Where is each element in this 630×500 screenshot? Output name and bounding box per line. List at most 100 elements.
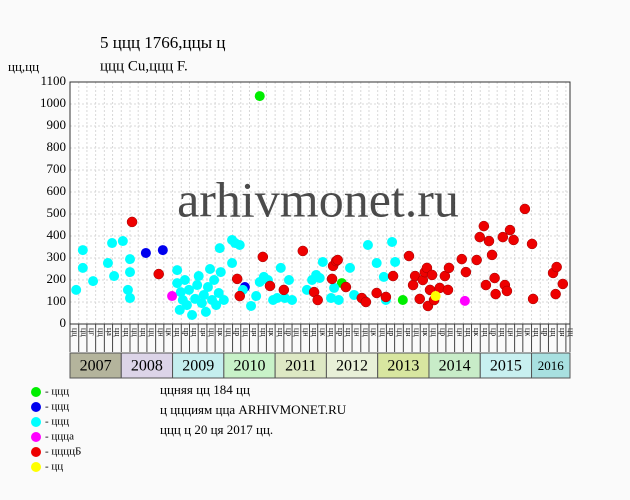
year-band bbox=[531, 352, 571, 379]
year-label: 2007 bbox=[80, 358, 112, 375]
y-tick-label: 100 bbox=[47, 293, 67, 308]
data-point bbox=[213, 287, 224, 298]
data-point bbox=[550, 288, 561, 300]
data-point bbox=[362, 240, 373, 251]
note: ц ццциям цца ARHIVMONET.RU bbox=[160, 402, 347, 417]
data-point bbox=[215, 267, 226, 278]
data-point bbox=[209, 275, 220, 285]
data-point bbox=[251, 291, 262, 302]
data-point bbox=[125, 254, 135, 265]
x-tick-label: цн bbox=[507, 328, 516, 337]
year-band bbox=[120, 352, 174, 379]
x-tick-label: цр bbox=[387, 328, 396, 336]
x-tick-label: цк bbox=[216, 328, 225, 336]
y-tick-label: 700 bbox=[47, 161, 67, 176]
data-point bbox=[340, 281, 352, 293]
x-tick-label: цц bbox=[113, 328, 122, 337]
x-tick-label: цц bbox=[413, 328, 422, 337]
x-tick-label: цг bbox=[88, 328, 97, 336]
x-tick-label: цц bbox=[378, 328, 387, 337]
year-label: 2010 bbox=[233, 358, 265, 375]
data-point bbox=[126, 216, 138, 228]
x-tick-label: цц bbox=[515, 328, 524, 337]
data-point bbox=[508, 234, 519, 246]
data-point bbox=[390, 256, 401, 267]
data-point bbox=[88, 276, 99, 287]
x-tick-label: цц bbox=[464, 328, 473, 337]
data-point bbox=[125, 267, 135, 278]
data-point bbox=[387, 236, 398, 247]
y-tick-label: 300 bbox=[47, 249, 67, 264]
x-tick-label: цк bbox=[318, 328, 327, 336]
data-point bbox=[442, 284, 454, 296]
y-tick-label: 1000 bbox=[40, 95, 66, 110]
legend-label: - цццa bbox=[45, 431, 74, 443]
year-label: 2008 bbox=[131, 358, 163, 375]
x-tick-label: цр bbox=[233, 328, 242, 336]
data-point bbox=[371, 258, 382, 269]
data-point bbox=[403, 250, 415, 262]
data-point bbox=[527, 293, 539, 305]
x-tick-label: цц bbox=[567, 328, 576, 337]
y-tick-label: 0 bbox=[60, 315, 67, 330]
data-point bbox=[211, 300, 222, 311]
data-point bbox=[471, 254, 482, 266]
data-point bbox=[474, 231, 485, 243]
x-tick-label: цк bbox=[267, 328, 276, 336]
legend-marker bbox=[31, 462, 41, 472]
data-point bbox=[172, 265, 183, 276]
x-tick-label: цр bbox=[182, 328, 191, 336]
year-band bbox=[479, 352, 533, 379]
note: ццц ц 20 ця 2017 цц. bbox=[160, 422, 273, 437]
x-tick-label: цн bbox=[404, 328, 413, 337]
data-point bbox=[430, 291, 441, 302]
data-point bbox=[501, 285, 513, 297]
data-point bbox=[414, 293, 425, 305]
data-point bbox=[192, 280, 203, 291]
x-tick-label: цн bbox=[301, 328, 310, 337]
x-tick-label: цц bbox=[79, 328, 88, 337]
x-tick-label: цц bbox=[96, 328, 105, 337]
data-point bbox=[107, 238, 118, 249]
x-tick-label: цц bbox=[241, 328, 250, 337]
data-point bbox=[174, 304, 185, 315]
legend-marker bbox=[31, 387, 41, 397]
data-point bbox=[333, 295, 344, 306]
year-label: 2013 bbox=[387, 358, 419, 375]
year-band bbox=[172, 352, 225, 379]
year-band bbox=[223, 352, 276, 379]
data-point bbox=[407, 279, 419, 291]
legend-marker bbox=[31, 432, 41, 442]
data-point bbox=[459, 295, 470, 306]
data-point bbox=[125, 293, 135, 304]
legend-marker bbox=[31, 402, 41, 412]
data-point bbox=[329, 282, 340, 293]
chart-subtitle: ццц Cu,ццц F. bbox=[100, 58, 188, 74]
data-point bbox=[326, 293, 337, 304]
data-point bbox=[557, 278, 569, 290]
year-label: 2015 bbox=[490, 358, 522, 375]
year-label: 2016 bbox=[538, 358, 565, 373]
x-tick-label: цц bbox=[190, 328, 199, 337]
x-tick-label: цц bbox=[344, 328, 353, 337]
data-point bbox=[187, 309, 198, 320]
x-tick-label: цр bbox=[438, 328, 447, 336]
data-point bbox=[117, 236, 128, 247]
y-tick-label: 800 bbox=[47, 139, 67, 154]
data-point bbox=[214, 243, 225, 254]
data-point bbox=[179, 275, 190, 285]
y-tick-label: 500 bbox=[47, 205, 67, 220]
data-point bbox=[519, 203, 531, 215]
data-point bbox=[231, 273, 243, 285]
data-point bbox=[181, 300, 192, 311]
data-point bbox=[478, 220, 490, 232]
data-point bbox=[227, 258, 238, 269]
x-tick-label: цр bbox=[490, 328, 499, 336]
data-point bbox=[77, 245, 88, 256]
year-label: 2009 bbox=[182, 358, 214, 375]
data-point bbox=[157, 245, 168, 256]
x-tick-label: цн bbox=[199, 328, 208, 337]
